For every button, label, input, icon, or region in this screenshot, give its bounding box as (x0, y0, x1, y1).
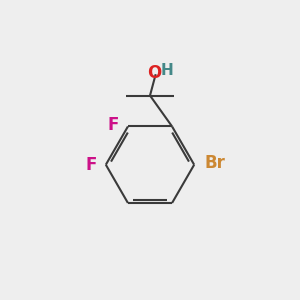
Text: Br: Br (205, 154, 226, 172)
Text: O: O (147, 64, 161, 82)
Text: F: F (85, 156, 97, 174)
Text: H: H (160, 63, 173, 78)
Text: F: F (107, 116, 119, 134)
